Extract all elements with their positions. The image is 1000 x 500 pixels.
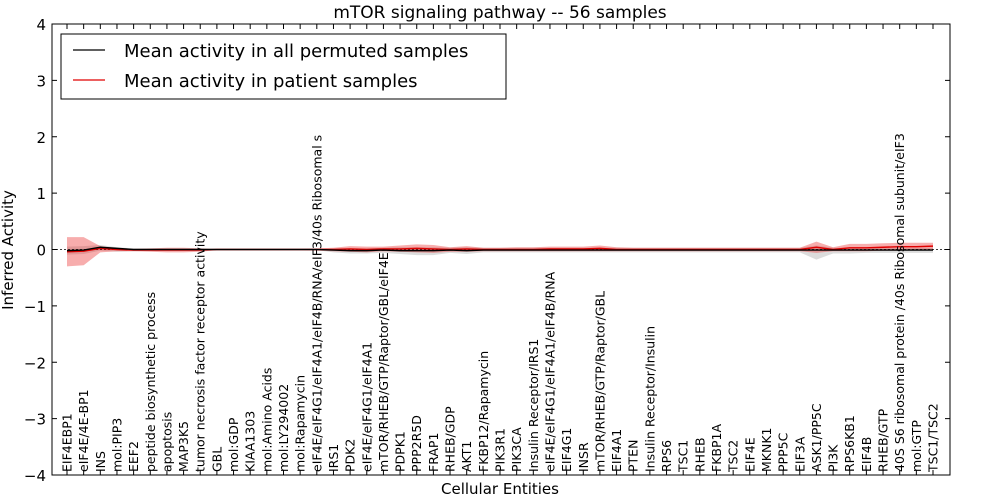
x-tick-label: 40S S6 ribosomal protein /40s Ribosomal … (892, 133, 907, 472)
x-tick-label: IRS1 (326, 444, 341, 472)
x-tick-label: tumor necrosis factor receptor activity (193, 231, 208, 472)
x-tick-label: MKNK1 (759, 428, 774, 472)
y-tick-label: −3 (24, 411, 46, 429)
x-tick-label: PI3K (826, 444, 841, 472)
x-tick-label: FKBP12/Rapamycin (476, 351, 491, 472)
x-tick-label: EIF4B (859, 437, 874, 472)
x-tick-label: INSR (576, 442, 591, 472)
x-tick-label: TSC1/TSC2 (926, 403, 941, 473)
x-tick-label: Insulin Receptor/IRS1 (526, 339, 541, 472)
x-tick-label: FKBP1A (709, 424, 724, 472)
x-tick-label: PPP5C (776, 432, 791, 472)
x-tick-label: EIF4E (742, 437, 757, 472)
x-tick-label: apoptosis (159, 412, 174, 472)
x-tick-label: RPS6KB1 (842, 415, 857, 472)
x-tick-label: PIK3R1 (493, 428, 508, 472)
y-axis-label: Inferred Activity (0, 190, 17, 310)
y-tick-label: 4 (36, 16, 46, 34)
x-tick-label: TSC1 (676, 440, 691, 473)
y-tick-label: 1 (36, 185, 46, 203)
y-tick-label: 0 (36, 242, 46, 260)
x-tick-label: mol:GTP (909, 420, 924, 472)
x-tick-label: peptide biosynthetic process (143, 292, 158, 472)
legend-label-permuted: Mean activity in all permuted samples (124, 41, 468, 62)
y-tick-label: −1 (24, 298, 46, 316)
y-tick-label: −2 (24, 354, 46, 372)
x-tick-label: mol:Rapamycin (293, 375, 308, 472)
x-tick-label: GBL (209, 447, 224, 472)
x-tick-label: PDPK1 (393, 431, 408, 472)
x-tick-label: mol:PIP3 (109, 418, 124, 472)
y-tick-label: −4 (24, 467, 46, 485)
x-tick-label: ASK1/PP5C (809, 403, 824, 472)
x-tick-label: RPS6 (659, 440, 674, 472)
x-tick-label: MAP3K5 (176, 421, 191, 472)
x-tick-label: EIF3A (792, 436, 807, 472)
x-tick-label: EIF4G1 (559, 428, 574, 472)
y-tick-label: 3 (36, 72, 46, 90)
x-tick-label: FRAP1 (426, 433, 441, 472)
x-axis-label: Cellular Entities (441, 480, 559, 498)
legend-box (60, 33, 507, 100)
x-tick-label: EIF4A1 (609, 429, 624, 472)
x-tick-label: INS (93, 451, 108, 472)
x-tick-label: PPP2R5D (409, 415, 424, 472)
x-tick-label: PIK3CA (509, 427, 524, 472)
x-axis: EIF4EBP1 eIF4E/4E-BP1 INS mol:PIP3 EEF2 pepti… (60, 24, 941, 475)
x-tick-label: eIF4E/eIF4G1/eIF4A1/eIF4B/RNA/eIF3/40s R… (309, 135, 324, 472)
x-tick-label: EEF2 (126, 441, 141, 472)
legend: Mean activity in all permuted samples Me… (60, 33, 507, 100)
x-tick-label: eIF4E/eIF4G1/eIF4A1/eIF4B/RNA (542, 271, 557, 472)
x-tick-label: RHEB/GTP (876, 408, 891, 472)
band-permuted (67, 244, 933, 260)
x-tick-label: TSC2 (726, 440, 741, 473)
y-axis: 4 3 2 1 0 −1 −2 −3 −4 (24, 16, 950, 485)
x-tick-label: RHEB/GDP (443, 406, 458, 472)
x-tick-label: PDK2 (343, 439, 358, 472)
x-tick-label: Insulin Receptor/Insulin (642, 326, 657, 472)
x-tick-label: mTOR/RHEB/GTP/Raptor/GBL/eIF4E (376, 252, 391, 472)
line-permuted (66, 246, 933, 252)
y-tick-label: 2 (36, 129, 46, 147)
legend-label-patient: Mean activity in patient samples (124, 71, 418, 92)
series-lines (52, 245, 950, 253)
confidence-bands (67, 237, 933, 267)
x-tick-label: PTEN (626, 440, 641, 472)
x-tick-label: eIF4E/eIF4G1/eIF4A1 (359, 342, 374, 472)
x-tick-label: AKT1 (459, 441, 474, 472)
x-tick-label: mol:LY294002 (276, 384, 291, 472)
x-tick-label: mol:GDP (226, 417, 241, 472)
x-tick-label: EIF4EBP1 (60, 413, 75, 472)
x-tick-label: mol:Amino Acids (259, 368, 274, 472)
x-tick-label: eIF4E/4E-BP1 (76, 389, 91, 472)
x-tick-label: KIAA1303 (243, 411, 258, 472)
x-tick-label: mTOR/RHEB/GTP/Raptor/GBL (592, 291, 607, 472)
x-tick-label: RHEB (692, 437, 707, 472)
chart-title: mTOR signaling pathway -- 56 samples (333, 3, 666, 23)
